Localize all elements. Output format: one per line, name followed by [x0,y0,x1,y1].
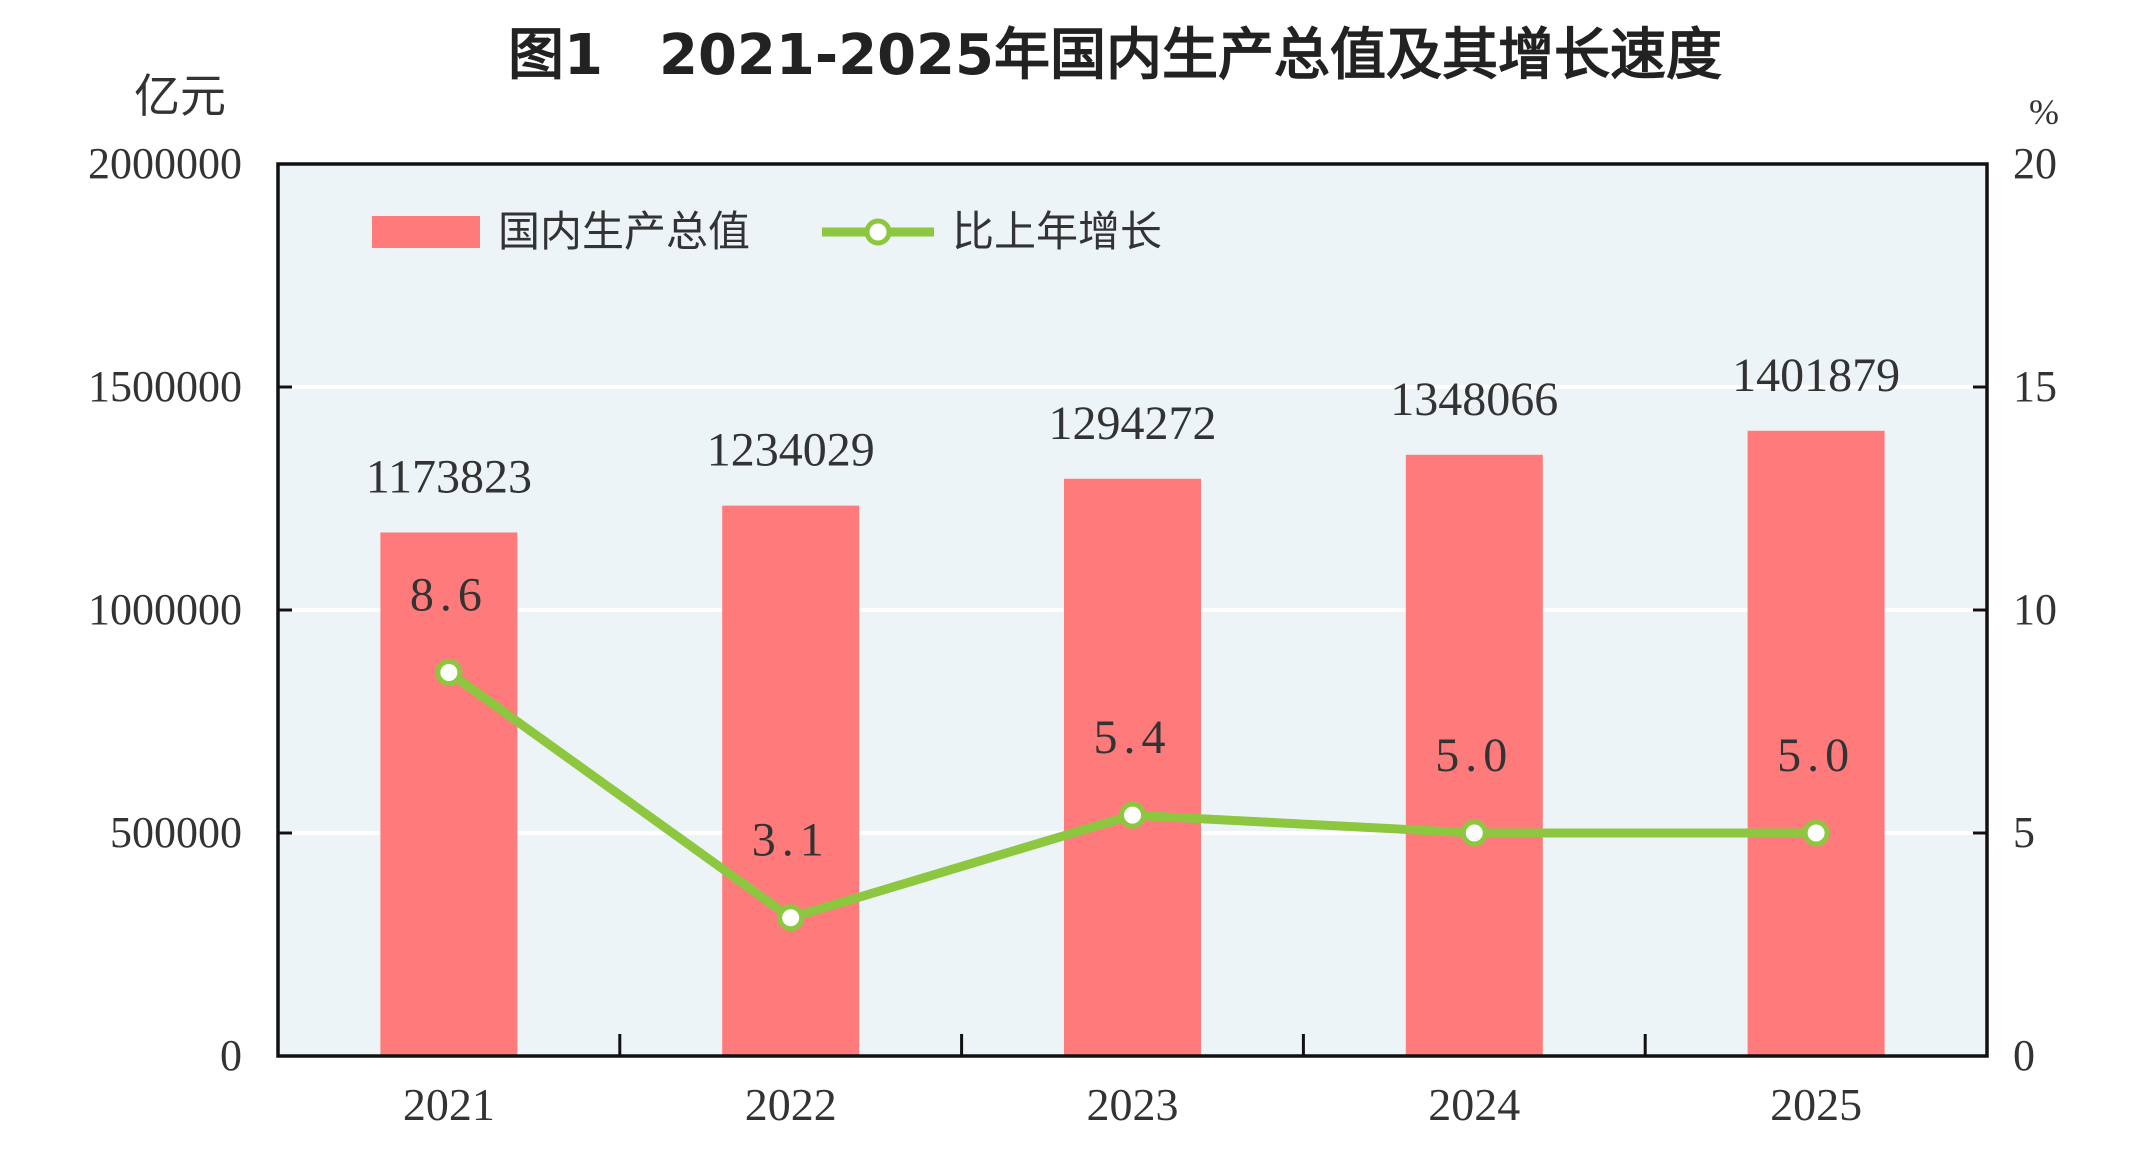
growth-point [1119,801,1146,829]
gdp-bar [1747,430,1885,1056]
growth-point [777,904,805,932]
x-tick-label: 2025 [1770,1079,1862,1130]
gdp-bar [1405,454,1543,1056]
x-tick-label: 2021 [403,1079,495,1130]
growth-point [435,658,463,686]
gdp-bar [1064,478,1201,1056]
gdp-bar [380,532,518,1056]
gdp-bar-label: 1348066 [1390,373,1558,426]
y-right-tick-label: 15 [2013,362,2057,411]
legend: 国内生产总值 比上年增长 [372,207,1162,256]
x-tick-label: 2022 [745,1079,837,1130]
chart-title: 图1 2021-2025年国内生产总值及其增长速度 [508,23,1722,88]
growth-point [1802,819,1830,847]
y-left-tick-label: 0 [220,1031,242,1080]
legend-line-marker [864,218,892,246]
gdp-bar-label: 1401879 [1732,349,1900,402]
growth-label: 8.6 [410,568,488,621]
y-right-tick-label: 10 [2013,585,2057,634]
y-right-tick-label: 20 [2013,139,2057,188]
y-left-tick-label: 1500000 [88,362,242,411]
growth-label: 5.4 [1094,711,1172,764]
growth-label: 5.0 [1777,729,1855,782]
y-right-axis-label: % [2029,92,2059,132]
x-tick-label: 2023 [1087,1079,1179,1130]
y-right-tick-label: 0 [2013,1031,2035,1080]
growth-point [1460,819,1488,847]
growth-label: 3.1 [752,814,830,867]
legend-bar-label: 国内生产总值 [498,207,750,256]
x-tick-label: 2024 [1428,1079,1520,1130]
gdp-bar-label: 1173823 [366,450,532,503]
y-left-tick-label: 1000000 [88,585,242,634]
y-left-tick-label: 500000 [110,808,242,857]
y-right-tick-label: 5 [2013,808,2035,857]
legend-line-label: 比上年增长 [952,207,1162,256]
y-left-tick-label: 2000000 [88,139,242,188]
growth-label: 5.0 [1435,729,1513,782]
gdp-bar-label: 1234029 [707,424,875,477]
gdp-bar-label: 1294272 [1049,397,1217,450]
legend-bar-swatch [372,216,480,248]
y-left-axis-label: 亿元 [134,69,226,123]
gdp-bar [722,505,860,1057]
